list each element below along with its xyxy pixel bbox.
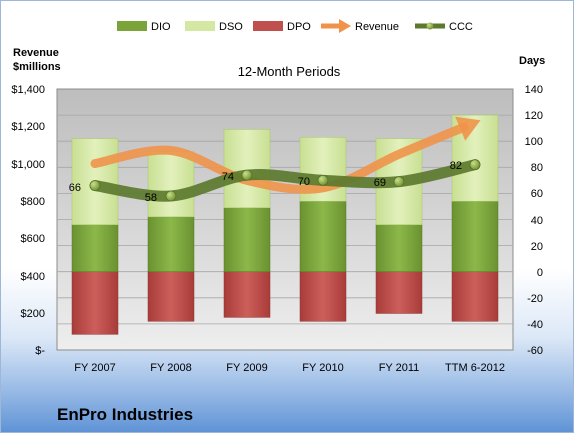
bar-dpo <box>375 271 423 314</box>
revenue-series <box>90 116 481 194</box>
company-name: EnPro Industries <box>57 405 194 424</box>
y-right-tick: -20 <box>527 293 543 305</box>
y-left-tick: $800 <box>21 196 45 208</box>
ccc-data-label: 58 <box>145 192 157 204</box>
bar-dso <box>147 151 195 218</box>
bar-dio <box>147 216 195 272</box>
legend-swatch-dso <box>185 21 215 31</box>
legend-label-dpo: DPO <box>287 21 311 33</box>
ccc-data-label: 70 <box>298 176 310 188</box>
x-tick: FY 2011 <box>379 362 420 374</box>
bar-dpo <box>451 271 499 322</box>
y-right-tick: 100 <box>525 136 543 148</box>
x-tick: FY 2009 <box>226 362 267 374</box>
y-right-tick: -40 <box>527 319 543 331</box>
bar-dpo <box>223 271 271 318</box>
legend-swatch-ccc <box>415 22 445 30</box>
ccc-data-labels: 66 58 74 70 69 82 <box>69 160 462 204</box>
ccc-point <box>89 180 101 191</box>
ccc-point <box>469 159 481 170</box>
y-left-tick: $400 <box>21 271 45 283</box>
bar-dio <box>299 200 347 272</box>
ccc-data-label: 69 <box>374 177 386 189</box>
gridlines <box>57 114 513 325</box>
y-left-title-line1: Revenue <box>13 47 59 59</box>
x-tick: FY 2008 <box>150 362 191 374</box>
x-tick: FY 2007 <box>74 362 115 374</box>
ccc-data-label: 66 <box>69 182 81 194</box>
x-axis: FY 2007 FY 2008 FY 2009 FY 2010 FY 2011 … <box>74 362 505 374</box>
bar-dso <box>223 129 271 209</box>
y-left-tick: $- <box>35 345 45 357</box>
y-right-tick: 0 <box>537 267 543 279</box>
bar-dio <box>223 207 271 272</box>
ccc-data-label: 82 <box>450 160 462 172</box>
ccc-data-label: 74 <box>222 171 234 183</box>
y-right-tick: 80 <box>531 162 543 174</box>
legend-label-dso: DSO <box>219 21 243 33</box>
ccc-point <box>393 176 405 187</box>
bar-dio <box>375 224 423 272</box>
y-right-axis: -60 -40 -20 0 20 40 60 80 100 120 140 <box>525 84 543 357</box>
legend-label-dio: DIO <box>151 21 171 33</box>
y-left-tick: $1,000 <box>11 159 45 171</box>
y-left-tick: $200 <box>21 308 45 320</box>
bar-dio <box>451 200 499 272</box>
y-left-tick: $1,400 <box>11 84 45 96</box>
y-right-tick: 40 <box>531 215 543 227</box>
y-right-tick: 120 <box>525 110 543 122</box>
ccc-point <box>241 169 253 181</box>
bar-dpo <box>71 271 119 335</box>
y-right-tick: 140 <box>525 84 543 96</box>
x-tick: FY 2010 <box>302 362 343 374</box>
y-left-tick: $1,200 <box>11 121 45 133</box>
ccc-point <box>165 190 177 202</box>
legend-label-revenue: Revenue <box>355 21 399 33</box>
revenue-line <box>90 122 469 194</box>
legend-label-ccc: CCC <box>449 21 473 33</box>
ccc-point <box>317 175 329 186</box>
y-right-tick: 60 <box>531 188 543 200</box>
bars <box>71 114 499 335</box>
y-left-tick: $600 <box>21 233 45 245</box>
legend: DIO DSO DPO Revenue CCC <box>117 19 473 33</box>
bar-dpo <box>147 271 195 322</box>
legend-swatch-revenue <box>321 19 351 33</box>
legend-swatch-dio <box>117 21 147 31</box>
chart-subtitle: 12-Month Periods <box>238 64 341 79</box>
ccc-series <box>89 159 481 202</box>
legend-swatch-dpo <box>253 21 283 31</box>
y-left-axis: $- $200 $400 $600 $800 $1,000 $1,200 $1,… <box>11 84 45 357</box>
ccc-line <box>89 159 481 202</box>
y-right-title: Days <box>519 55 545 67</box>
bar-dpo <box>299 271 347 322</box>
bar-dio <box>71 224 119 272</box>
y-right-tick: 20 <box>531 241 543 253</box>
x-tick: TTM 6-2012 <box>445 362 505 374</box>
y-left-title-line2: $millions <box>13 61 61 73</box>
y-right-tick: -60 <box>527 345 543 357</box>
revenue-arrowhead <box>455 116 481 141</box>
